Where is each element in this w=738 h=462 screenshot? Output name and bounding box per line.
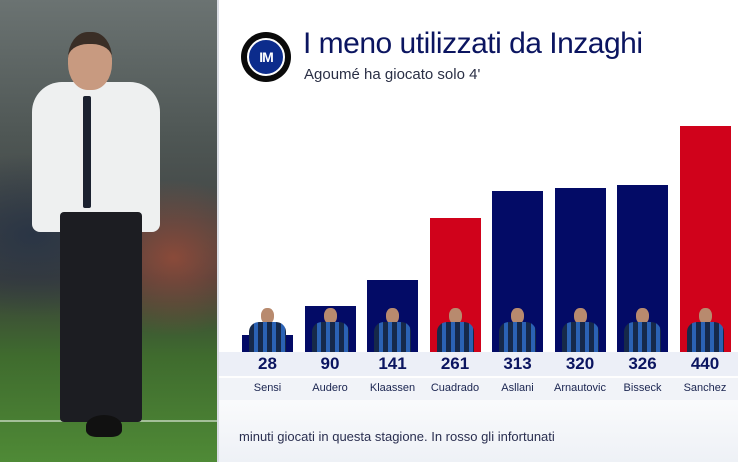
player-jersey <box>624 322 661 352</box>
player-jersey <box>561 322 599 352</box>
player-name: Sensi <box>253 382 282 394</box>
chart-subtitle: Agoumé ha giocato solo 4' <box>304 66 481 83</box>
player-photo <box>624 308 661 352</box>
values-strip <box>219 352 738 376</box>
bar-value: 320 <box>565 354 595 373</box>
player-name: Asllani <box>501 382 534 394</box>
player-photo <box>686 308 724 352</box>
player-photo <box>249 308 286 352</box>
bar-value: 440 <box>690 354 720 373</box>
bar-value: 261 <box>440 354 470 373</box>
coach-shirt <box>32 82 160 232</box>
player-head <box>511 308 524 324</box>
player-head <box>448 308 462 324</box>
player-jersey <box>249 322 286 352</box>
bar-audero <box>304 306 356 352</box>
bar-value: 90 <box>320 354 340 373</box>
player-name: Audero <box>312 382 348 394</box>
coach-photo <box>0 0 217 462</box>
player-photo <box>311 308 349 352</box>
player-photo <box>499 308 536 352</box>
coach-head <box>68 32 112 90</box>
names-strip <box>219 378 738 400</box>
bar-bisseck <box>617 185 668 352</box>
player-head <box>386 308 399 324</box>
player-photo <box>561 308 599 352</box>
player-jersey <box>436 322 474 352</box>
bar-value: 313 <box>503 354 532 373</box>
player-name: Bisseck <box>623 382 662 394</box>
player-name: Cuadrado <box>430 382 480 394</box>
player-head <box>261 308 274 324</box>
bar-value: 141 <box>378 354 407 373</box>
bar-asllani <box>492 191 543 352</box>
bar-arnautovic <box>554 188 606 352</box>
coach-trousers <box>60 212 142 422</box>
player-photo <box>436 308 474 352</box>
player-head <box>636 308 649 324</box>
player-name: Arnautovic <box>554 382 606 394</box>
player-jersey <box>686 322 724 352</box>
coach-tie <box>83 96 91 208</box>
player-jersey <box>499 322 536 352</box>
bar-sensi <box>242 308 293 352</box>
player-photo <box>374 308 411 352</box>
bar-klaassen <box>367 280 418 352</box>
chart-footnote: minuti giocati in questa stagione. In ro… <box>239 429 555 444</box>
player-jersey <box>374 322 411 352</box>
player-head <box>323 308 337 324</box>
bar-sanchez <box>679 126 731 352</box>
chart-panel: IM I meno utilizzati da Inzaghi Agoumé h… <box>217 0 738 462</box>
player-name: Klaassen <box>369 382 416 394</box>
inter-logo-icon: IM <box>241 32 291 82</box>
player-name: Sanchez <box>683 382 727 394</box>
bar-value: 28 <box>258 354 277 373</box>
player-head <box>573 308 587 324</box>
bar-value: 326 <box>628 354 657 373</box>
chart-title: I meno utilizzati da Inzaghi <box>303 27 643 60</box>
coach-shoe <box>86 415 122 437</box>
player-jersey <box>311 322 349 352</box>
bar-cuadrado <box>429 218 481 352</box>
player-head <box>698 308 712 324</box>
logo-mark: IM <box>247 38 285 76</box>
